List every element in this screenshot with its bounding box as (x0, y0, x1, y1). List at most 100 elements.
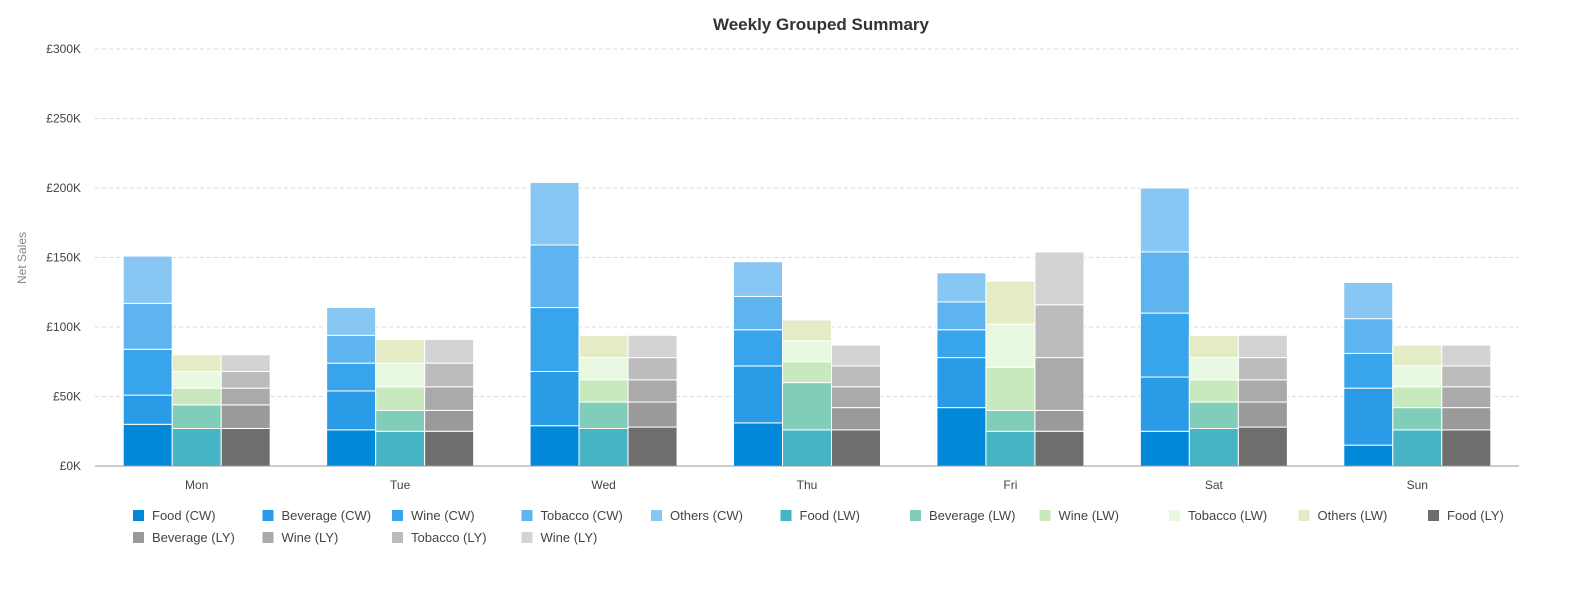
bar-segment[interactable] (985, 409, 1036, 432)
bar-segment[interactable] (122, 394, 173, 425)
bar-segment[interactable] (936, 357, 987, 409)
bar-segment[interactable] (782, 361, 832, 384)
bar-segment[interactable] (1237, 334, 1288, 359)
bar-segment[interactable] (1441, 386, 1492, 409)
bar-segment[interactable] (627, 379, 678, 403)
bar-segment[interactable] (831, 344, 881, 367)
legend-item[interactable]: Wine (LW) (1039, 508, 1119, 523)
bar-segment[interactable] (733, 329, 783, 367)
bar-segment[interactable] (1237, 401, 1288, 428)
bar-segment[interactable] (936, 301, 987, 331)
bar-segment[interactable] (782, 319, 832, 342)
bar-segment[interactable] (831, 407, 881, 431)
bar-segment[interactable] (782, 340, 832, 363)
legend-item[interactable]: Tobacco (CW) (521, 508, 623, 523)
bar-segment[interactable] (831, 365, 881, 388)
legend-item[interactable]: Others (CW) (651, 508, 743, 523)
bar-segment[interactable] (627, 401, 678, 428)
legend-item[interactable]: Food (LW) (780, 508, 860, 523)
bar-segment[interactable] (375, 430, 426, 467)
bar-segment[interactable] (1392, 429, 1443, 467)
bar-segment[interactable] (375, 386, 426, 411)
bar-segment[interactable] (529, 244, 580, 309)
bar-segment[interactable] (985, 430, 1036, 467)
bar-segment[interactable] (1034, 251, 1085, 306)
bar-segment[interactable] (1441, 344, 1492, 367)
bar-segment[interactable] (1139, 251, 1190, 314)
bar-segment[interactable] (985, 323, 1036, 368)
bar-segment[interactable] (936, 329, 987, 359)
bar-segment[interactable] (578, 379, 629, 403)
bar-segment[interactable] (326, 390, 377, 431)
bar-segment[interactable] (1392, 407, 1443, 431)
bar-segment[interactable] (529, 425, 580, 467)
bar-segment[interactable] (375, 409, 426, 432)
bar-segment[interactable] (220, 404, 271, 429)
bar-segment[interactable] (1343, 318, 1394, 354)
bar-segment[interactable] (171, 404, 222, 429)
bar-segment[interactable] (424, 339, 475, 364)
bar-segment[interactable] (1139, 187, 1190, 253)
bar-segment[interactable] (1188, 379, 1239, 403)
bar-segment[interactable] (424, 362, 475, 388)
bar-segment[interactable] (220, 370, 271, 389)
bar-segment[interactable] (424, 409, 475, 432)
bar-segment[interactable] (936, 272, 987, 303)
bar-segment[interactable] (733, 365, 783, 424)
bar-segment[interactable] (578, 357, 629, 381)
bar-segment[interactable] (1139, 312, 1190, 378)
bar-segment[interactable] (529, 181, 580, 246)
legend-item[interactable]: Others (LW) (1298, 508, 1388, 523)
bar-segment[interactable] (1392, 386, 1443, 409)
bar-segment[interactable] (831, 429, 881, 467)
bar-segment[interactable] (424, 386, 475, 411)
bar-segment[interactable] (375, 362, 426, 388)
bar-segment[interactable] (220, 387, 271, 406)
bar-segment[interactable] (1034, 357, 1085, 411)
legend-item[interactable]: Beverage (LW) (910, 508, 1015, 523)
bar-segment[interactable] (1237, 357, 1288, 381)
bar-segment[interactable] (985, 280, 1036, 325)
bar-segment[interactable] (1188, 357, 1239, 381)
legend-item[interactable]: Tobacco (LW) (1169, 508, 1267, 523)
legend-item[interactable]: Wine (CW) (392, 508, 475, 523)
legend-item[interactable]: Food (CW) (133, 508, 216, 523)
bar-segment[interactable] (1188, 334, 1239, 359)
bar-segment[interactable] (1034, 430, 1085, 467)
bar-segment[interactable] (1441, 407, 1492, 431)
legend-item[interactable]: Food (LY) (1428, 508, 1504, 523)
bar-segment[interactable] (122, 255, 173, 304)
bar-segment[interactable] (424, 430, 475, 467)
bar-segment[interactable] (171, 387, 222, 406)
bar-segment[interactable] (122, 423, 173, 467)
bar-segment[interactable] (627, 334, 678, 359)
bar-segment[interactable] (1034, 304, 1085, 359)
bar-segment[interactable] (578, 334, 629, 359)
bar-segment[interactable] (1343, 444, 1394, 467)
bar-segment[interactable] (1237, 379, 1288, 403)
bar-segment[interactable] (529, 307, 580, 372)
bar-segment[interactable] (1441, 365, 1492, 388)
bar-segment[interactable] (1188, 427, 1239, 467)
bar-segment[interactable] (1392, 344, 1443, 367)
bar-segment[interactable] (782, 429, 832, 467)
bar-segment[interactable] (1034, 409, 1085, 432)
bar-segment[interactable] (171, 354, 222, 372)
bar-segment[interactable] (733, 422, 783, 467)
bar-segment[interactable] (627, 357, 678, 381)
legend-item[interactable]: Wine (LY) (521, 530, 598, 545)
bar-segment[interactable] (122, 348, 173, 396)
bar-segment[interactable] (578, 427, 629, 467)
bar-segment[interactable] (782, 382, 832, 431)
bar-segment[interactable] (627, 426, 678, 467)
bar-segment[interactable] (1188, 401, 1239, 429)
bar-segment[interactable] (1139, 376, 1190, 432)
bar-segment[interactable] (985, 366, 1036, 411)
bar-segment[interactable] (375, 339, 426, 364)
bar-segment[interactable] (220, 354, 271, 372)
bar-segment[interactable] (578, 401, 629, 429)
legend-item[interactable]: Wine (LY) (262, 530, 339, 545)
bar-segment[interactable] (733, 295, 783, 331)
legend-item[interactable]: Beverage (CW) (262, 508, 372, 523)
bar-segment[interactable] (529, 370, 580, 427)
